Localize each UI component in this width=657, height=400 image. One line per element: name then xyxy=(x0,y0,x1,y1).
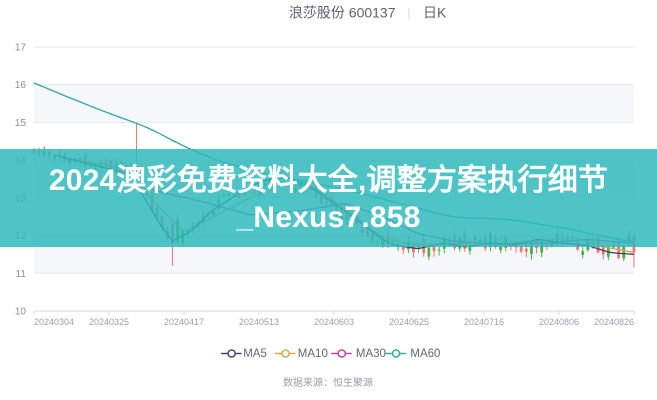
svg-text:MA60: MA60 xyxy=(410,348,440,360)
svg-text:浪莎股份 600137: 浪莎股份 600137 xyxy=(289,5,396,21)
svg-text:MA10: MA10 xyxy=(298,348,328,360)
svg-text:MA30: MA30 xyxy=(356,348,386,360)
svg-text:10: 10 xyxy=(15,307,27,318)
svg-text:17: 17 xyxy=(15,43,27,54)
svg-text:MA5: MA5 xyxy=(243,348,267,360)
svg-text:20240417: 20240417 xyxy=(164,317,204,327)
svg-text:20240826: 20240826 xyxy=(594,317,634,327)
svg-text:日K: 日K xyxy=(423,5,447,21)
svg-text:20240603: 20240603 xyxy=(314,317,354,327)
svg-text:15: 15 xyxy=(15,118,27,129)
svg-text:20240304: 20240304 xyxy=(34,317,74,327)
svg-text:20240513: 20240513 xyxy=(239,317,279,327)
svg-text:20240625: 20240625 xyxy=(389,317,429,327)
svg-text:20240806: 20240806 xyxy=(539,317,579,327)
svg-text:16: 16 xyxy=(15,80,27,91)
svg-text:数据来源：恒生聚源: 数据来源：恒生聚源 xyxy=(283,376,373,389)
svg-text:20240716: 20240716 xyxy=(464,317,504,327)
svg-text:20240325: 20240325 xyxy=(89,317,129,327)
svg-text:11: 11 xyxy=(16,269,27,280)
